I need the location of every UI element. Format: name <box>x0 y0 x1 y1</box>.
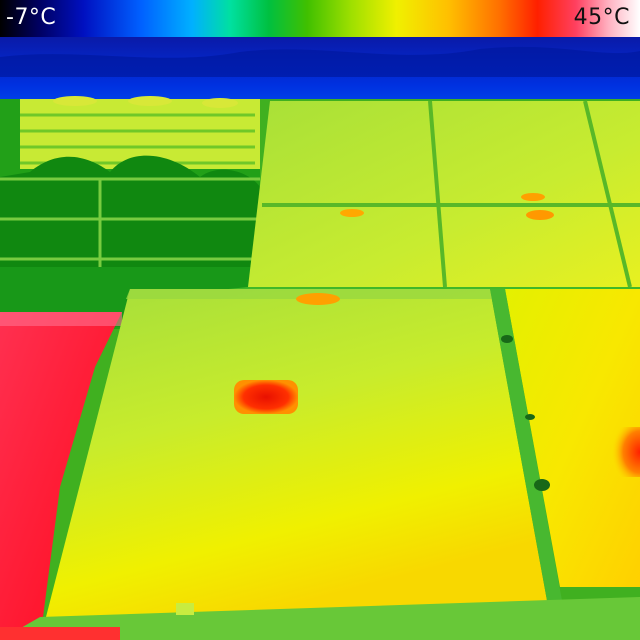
scale-min-label: -7°C <box>6 5 57 30</box>
right-solar-panel <box>505 289 640 587</box>
far-solar-panels <box>248 101 640 287</box>
scale-max-label: 45°C <box>573 5 630 30</box>
hotspot-defect <box>234 380 298 414</box>
hot-roof-region <box>0 312 122 640</box>
near-solar-panel <box>46 289 550 617</box>
thermal-image <box>0 37 640 640</box>
temperature-scale-bar: -7°C 45°C <box>0 0 640 37</box>
